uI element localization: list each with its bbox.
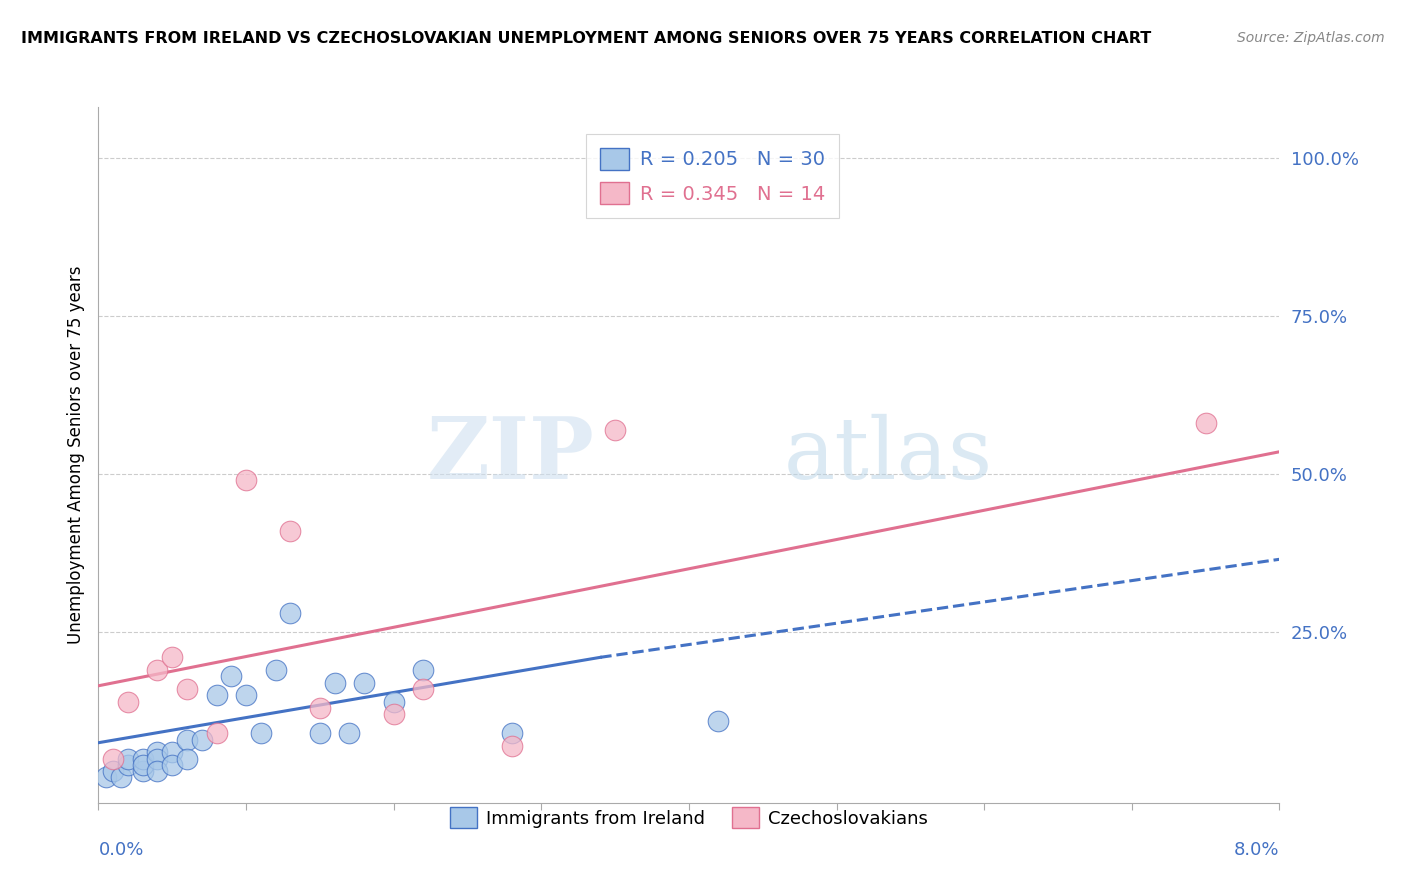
Legend: Immigrants from Ireland, Czechoslovakians: Immigrants from Ireland, Czechoslovakian… [443,800,935,836]
Point [117,757,139,772]
Text: 0.0%: 0.0% [98,841,143,859]
Point [176,751,198,765]
Point [1195,417,1218,431]
Point [309,726,332,740]
Point [412,663,434,677]
Point [103,751,125,765]
Point [205,726,228,740]
Point [117,751,139,765]
Text: IMMIGRANTS FROM IRELAND VS CZECHOSLOVAKIAN UNEMPLOYMENT AMONG SENIORS OVER 75 YE: IMMIGRANTS FROM IRELAND VS CZECHOSLOVAKI… [21,31,1152,46]
Text: atlas: atlas [783,413,993,497]
Point [110,771,132,785]
Point [221,669,243,683]
Point [250,726,273,740]
Point [353,675,375,690]
Point [146,663,169,677]
Point [132,764,155,779]
Text: Source: ZipAtlas.com: Source: ZipAtlas.com [1237,31,1385,45]
Point [103,764,125,779]
Point [235,473,257,487]
Point [707,714,730,728]
Point [146,745,169,759]
Point [191,732,214,747]
Point [309,701,332,715]
Point [146,751,169,765]
Text: ZIP: ZIP [426,413,595,497]
Point [605,423,627,437]
Point [146,764,169,779]
Point [94,771,117,785]
Point [280,524,302,538]
Point [264,663,287,677]
Point [162,650,183,665]
Point [501,726,523,740]
Text: 8.0%: 8.0% [1234,841,1279,859]
Point [162,745,183,759]
Point [501,739,523,753]
Point [176,732,198,747]
Point [162,757,183,772]
Point [382,695,405,709]
Point [280,606,302,620]
Point [132,751,155,765]
Point [176,681,198,696]
Point [323,675,346,690]
Point [117,695,139,709]
Point [235,688,257,702]
Point [339,726,361,740]
Y-axis label: Unemployment Among Seniors over 75 years: Unemployment Among Seniors over 75 years [66,266,84,644]
Point [412,681,434,696]
Point [382,707,405,722]
Point [132,757,155,772]
Point [205,688,228,702]
